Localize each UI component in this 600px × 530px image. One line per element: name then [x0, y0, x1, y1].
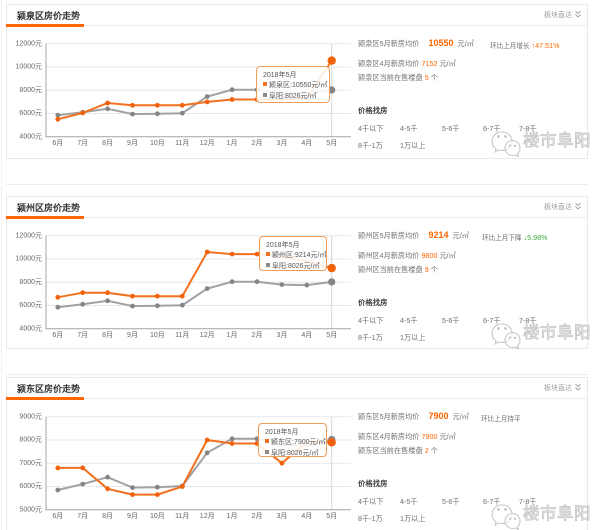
svg-text:10月: 10月 — [150, 331, 165, 339]
svg-text:8000元: 8000元 — [19, 436, 42, 444]
svg-text:3月: 3月 — [276, 139, 287, 147]
svg-text:5000元: 5000元 — [19, 505, 42, 513]
svg-text:6月: 6月 — [52, 139, 63, 147]
svg-text:12月: 12月 — [200, 331, 215, 339]
svg-text:5月: 5月 — [326, 139, 337, 147]
svg-text:6000元: 6000元 — [19, 482, 42, 490]
svg-text:9月: 9月 — [127, 331, 138, 339]
svg-text:8月: 8月 — [102, 512, 113, 520]
svg-text:6月: 6月 — [52, 331, 63, 339]
svg-text:8月: 8月 — [102, 139, 113, 147]
svg-text:4000元: 4000元 — [19, 132, 42, 140]
svg-text:6000元: 6000元 — [19, 109, 42, 117]
svg-text:11月: 11月 — [175, 512, 189, 520]
svg-text:5月: 5月 — [326, 331, 337, 339]
svg-text:4月: 4月 — [301, 139, 312, 147]
svg-text:11月: 11月 — [175, 331, 189, 339]
svg-text:12000元: 12000元 — [16, 232, 42, 240]
svg-text:11月: 11月 — [175, 139, 189, 147]
svg-text:8000元: 8000元 — [19, 86, 42, 94]
svg-text:10月: 10月 — [150, 512, 165, 520]
svg-text:12月: 12月 — [200, 139, 215, 147]
svg-text:6000元: 6000元 — [19, 301, 42, 309]
svg-text:1月: 1月 — [227, 139, 238, 147]
svg-text:10000元: 10000元 — [16, 63, 42, 71]
svg-text:4000元: 4000元 — [19, 324, 42, 332]
svg-text:7月: 7月 — [77, 512, 88, 520]
svg-text:2月: 2月 — [252, 331, 263, 339]
svg-text:4月: 4月 — [301, 331, 312, 339]
svg-text:10000元: 10000元 — [16, 255, 42, 263]
svg-text:1月: 1月 — [227, 331, 238, 339]
svg-text:12月: 12月 — [200, 512, 215, 520]
svg-text:5月: 5月 — [326, 512, 337, 520]
svg-text:9000元: 9000元 — [19, 413, 42, 421]
svg-text:7月: 7月 — [77, 139, 88, 147]
svg-text:8月: 8月 — [102, 331, 113, 339]
svg-text:7月: 7月 — [77, 331, 88, 339]
svg-text:3月: 3月 — [276, 331, 287, 339]
svg-text:1月: 1月 — [227, 512, 238, 520]
svg-text:9月: 9月 — [127, 512, 138, 520]
svg-text:4月: 4月 — [301, 512, 312, 520]
svg-text:2月: 2月 — [252, 139, 263, 147]
svg-text:10月: 10月 — [150, 139, 165, 147]
svg-text:9月: 9月 — [127, 139, 138, 147]
svg-text:8000元: 8000元 — [19, 278, 42, 286]
svg-text:12000元: 12000元 — [16, 40, 42, 48]
svg-text:7000元: 7000元 — [19, 459, 42, 467]
svg-text:2月: 2月 — [252, 512, 263, 520]
svg-text:6月: 6月 — [52, 512, 63, 520]
svg-text:3月: 3月 — [276, 512, 287, 520]
